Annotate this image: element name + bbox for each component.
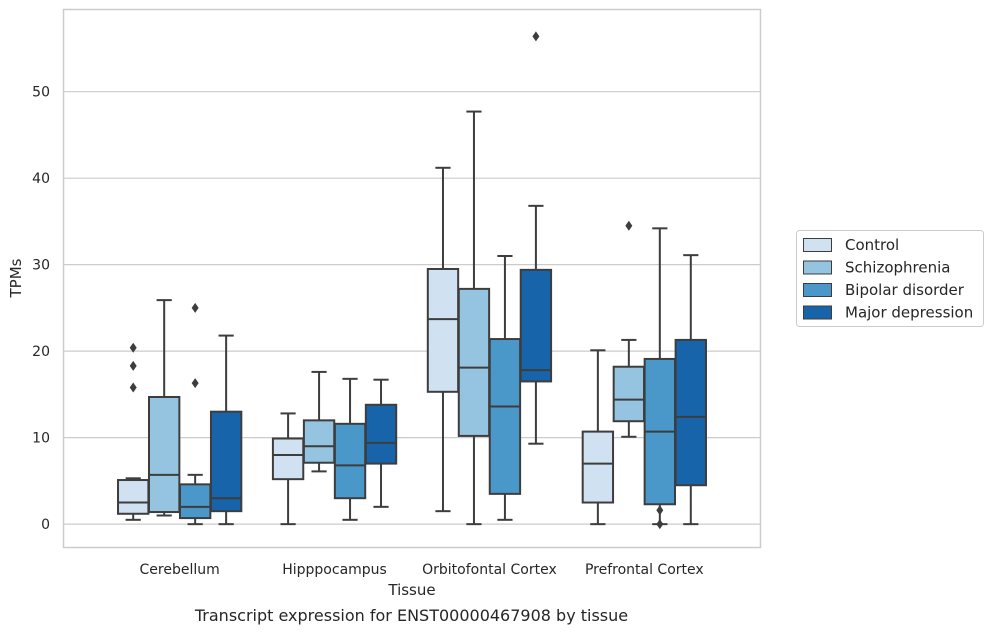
box-iqr bbox=[457, 287, 491, 437]
box-iqr bbox=[178, 483, 212, 520]
box-iqr bbox=[364, 403, 398, 465]
legend-swatch bbox=[803, 260, 832, 275]
outlier-point bbox=[191, 302, 199, 313]
outlier-point bbox=[532, 31, 540, 42]
box-iqr bbox=[333, 422, 367, 500]
outlier-point bbox=[625, 220, 633, 231]
box-plot-item bbox=[457, 110, 491, 526]
box-iqr bbox=[147, 395, 181, 514]
box-plot-item bbox=[643, 227, 677, 530]
box-plot-item bbox=[426, 166, 460, 513]
box-plot-item bbox=[612, 220, 646, 438]
legend-swatch bbox=[803, 283, 832, 297]
y-tick-labels: 0 10 20 30 40 50 bbox=[32, 85, 50, 533]
outlier-point bbox=[129, 360, 137, 371]
box-iqr bbox=[117, 479, 150, 515]
box-plot-item bbox=[674, 254, 707, 526]
outlier-point bbox=[656, 505, 664, 516]
legend: Control Schizophrenia Bipolar disorder Majo… bbox=[796, 230, 984, 327]
box-plot-item bbox=[302, 370, 336, 473]
y-tick-label: 50 bbox=[32, 85, 50, 101]
x-tick-label: Hipppocampus bbox=[282, 562, 387, 578]
y-tick-label: 40 bbox=[32, 171, 50, 187]
legend-swatch bbox=[803, 238, 832, 252]
legend-label: Schizophrenia bbox=[845, 259, 950, 277]
box-iqr bbox=[581, 430, 615, 504]
plot-area-frame bbox=[62, 8, 762, 549]
x-tick-label: Prefrontal Cortex bbox=[585, 562, 704, 578]
y-axis-title: TPMs bbox=[7, 258, 25, 298]
outlier-point bbox=[656, 519, 664, 530]
y-tick-label: 0 bbox=[41, 517, 50, 533]
box-iqr bbox=[426, 267, 460, 393]
box-iqr bbox=[271, 437, 305, 481]
box-plot-item bbox=[178, 302, 212, 526]
box-plot-item bbox=[209, 334, 243, 526]
chart-caption: Transcript expression for ENST0000046790… bbox=[194, 606, 629, 625]
box-plot-item bbox=[333, 377, 367, 521]
box-iqr bbox=[612, 365, 646, 423]
outlier-point bbox=[191, 378, 199, 389]
box-plot-item bbox=[488, 255, 522, 521]
box-plot-item bbox=[364, 378, 398, 508]
x-tick-labels: Cerebellum Hipppocampus Orbitofontal Corte… bbox=[140, 562, 704, 578]
legend-label: Major depression bbox=[845, 304, 973, 322]
y-tick-label: 10 bbox=[32, 431, 50, 447]
box-iqr bbox=[519, 268, 553, 383]
legend-label: Control bbox=[845, 236, 899, 254]
y-tick-label: 30 bbox=[32, 258, 50, 274]
box-plot-item bbox=[581, 349, 615, 526]
legend-swatch bbox=[803, 305, 832, 320]
box-plot-item bbox=[271, 412, 305, 526]
box-iqr bbox=[209, 410, 243, 513]
outlier-point bbox=[129, 342, 137, 353]
box-iqr bbox=[674, 338, 707, 487]
box-plot-item bbox=[519, 31, 553, 445]
x-axis-title: Tissue bbox=[387, 581, 435, 599]
box-plot-item bbox=[117, 342, 150, 521]
x-tick-label: Orbitofontal Cortex bbox=[422, 562, 557, 578]
box-plot-item bbox=[147, 299, 181, 517]
box-iqr bbox=[302, 419, 336, 464]
legend-frame bbox=[796, 230, 984, 327]
box-plot-series bbox=[117, 31, 707, 530]
x-tick-label: Cerebellum bbox=[140, 562, 220, 578]
box-iqr bbox=[488, 338, 522, 495]
outlier-point bbox=[129, 382, 137, 393]
y-tick-label: 20 bbox=[32, 344, 50, 360]
legend-label: Bipolar disorder bbox=[845, 281, 965, 299]
